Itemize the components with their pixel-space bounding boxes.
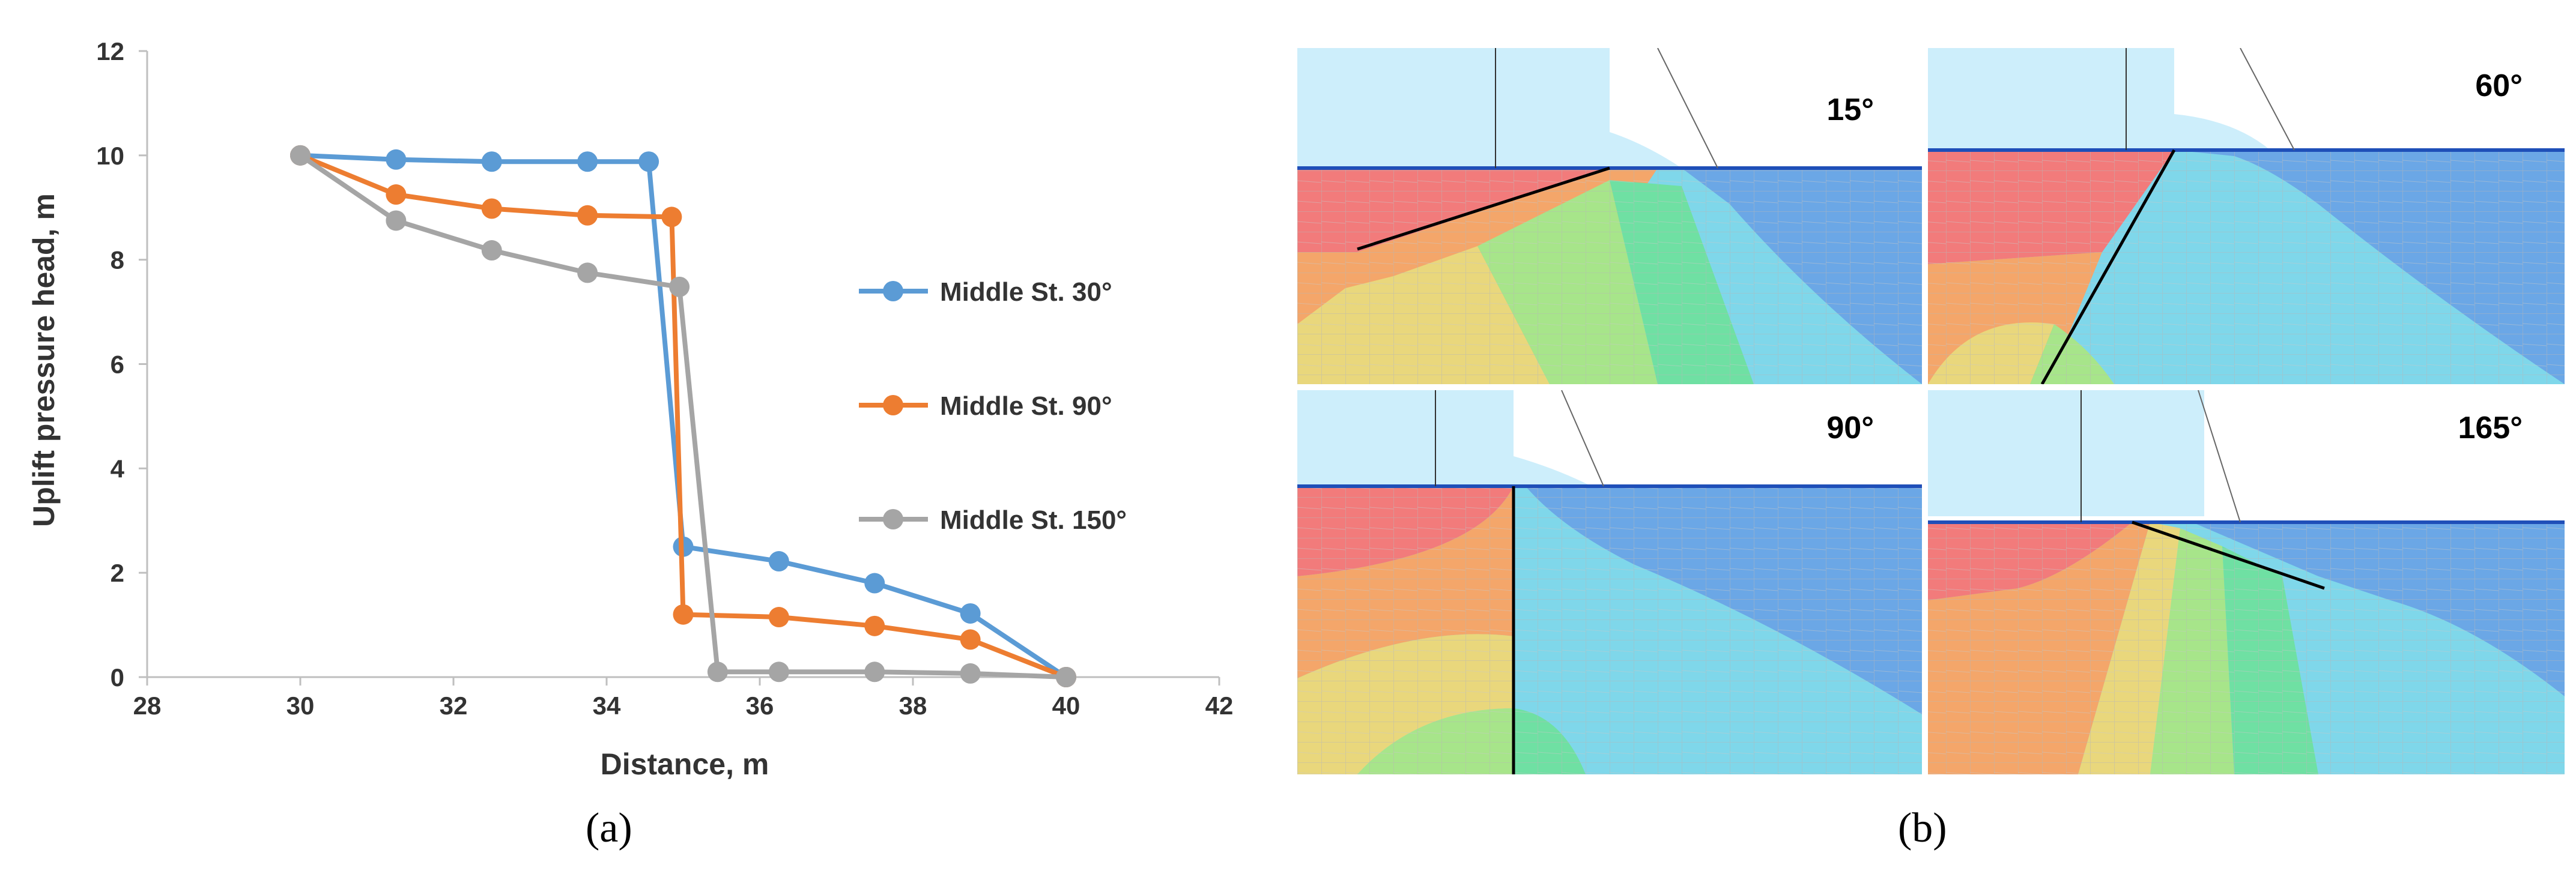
contour-panel-60: 60° (1928, 48, 2565, 384)
chart-axes: 28 30 32 34 36 38 40 42 0 2 4 6 8 10 12 (96, 37, 1233, 720)
x-tick-label: 32 (440, 692, 468, 720)
data-point (386, 149, 407, 170)
data-point (960, 603, 981, 624)
data-point (669, 276, 690, 297)
x-tick-label: 42 (1205, 692, 1234, 720)
data-point (661, 206, 682, 228)
series-3 (290, 145, 1076, 687)
y-tick-label: 6 (111, 351, 124, 379)
legend-label: Middle St. 30° (940, 277, 1112, 307)
panel-angle-165: 165° (2458, 411, 2523, 445)
data-point (768, 607, 789, 628)
y-tick-label: 2 (111, 559, 124, 587)
data-point (577, 151, 598, 172)
data-point (290, 145, 311, 166)
x-tick-label: 38 (899, 692, 927, 720)
series-line (299, 153, 1067, 680)
legend-marker (883, 281, 903, 301)
y-axis-label: Uplift pressure head, m (27, 193, 61, 527)
data-point (768, 662, 789, 683)
legend-label: Middle St. 150° (940, 505, 1127, 535)
legend-entry-3: Middle St. 150° (859, 505, 1127, 535)
data-point (864, 662, 885, 683)
x-tick-label: 36 (746, 692, 774, 720)
y-tick-label: 12 (96, 37, 124, 65)
x-tick-label: 28 (133, 692, 162, 720)
panel-angle-15: 15° (1826, 92, 1874, 127)
legend-marker (883, 395, 903, 415)
x-tick-label: 30 (286, 692, 315, 720)
data-point (864, 615, 885, 636)
x-axis-label: Distance, m (601, 747, 769, 781)
data-point (481, 151, 502, 172)
contour-panel-90: 90° (1297, 390, 1922, 774)
data-point (638, 151, 659, 172)
legend-marker (883, 509, 903, 529)
uplift-pressure-chart: 28 30 32 34 36 38 40 42 0 2 4 6 8 10 12 Middle St. 30°… (27, 37, 1233, 781)
contour-panel-165: 165° (1928, 390, 2565, 774)
data-point (1056, 667, 1076, 687)
data-point (577, 205, 598, 226)
y-tick-label: 8 (111, 246, 124, 274)
panel-a-label: (a) (586, 805, 632, 851)
series-line (299, 153, 1067, 680)
data-point (386, 210, 407, 231)
legend-label: Middle St. 90° (940, 391, 1112, 421)
legend-entry-2: Middle St. 90° (859, 391, 1112, 421)
data-point (577, 262, 598, 283)
series-1 (290, 145, 1076, 687)
data-point (864, 573, 885, 594)
data-point (960, 629, 981, 650)
x-tick-label: 34 (593, 692, 621, 720)
panel-angle-60: 60° (2475, 68, 2523, 103)
y-tick-label: 10 (96, 142, 124, 170)
chart-legend: Middle St. 30° Middle St. 90° Middle St. 1… (859, 277, 1127, 535)
y-tick-label: 0 (111, 663, 124, 692)
y-tick-label: 4 (111, 454, 125, 483)
data-point (386, 184, 407, 205)
data-point (960, 663, 981, 684)
seepage-contour-panels: 15° 60° 90° (1297, 48, 2565, 774)
data-point (481, 198, 502, 219)
chart-series (290, 145, 1076, 687)
series-line (300, 152, 1068, 680)
data-point (481, 240, 502, 261)
x-tick-label: 40 (1052, 692, 1080, 720)
data-point (768, 551, 789, 572)
data-point (707, 662, 728, 683)
legend-entry-1: Middle St. 30° (859, 277, 1112, 307)
panel-angle-90: 90° (1826, 411, 1874, 445)
data-point (673, 604, 694, 625)
panel-b-label: (b) (1898, 805, 1947, 851)
series-2 (290, 145, 1076, 687)
contour-panel-15: 15° (1297, 48, 1922, 384)
